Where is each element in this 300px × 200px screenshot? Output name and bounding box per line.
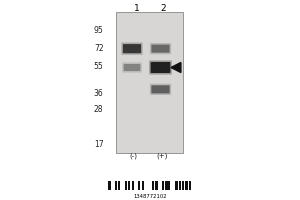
FancyBboxPatch shape — [124, 64, 140, 71]
Text: (+): (+) — [156, 153, 168, 159]
Bar — [116, 12, 183, 153]
Bar — [182, 181, 184, 190]
Bar — [189, 181, 191, 190]
FancyBboxPatch shape — [151, 62, 170, 73]
Text: 28: 28 — [94, 105, 104, 114]
FancyBboxPatch shape — [152, 45, 170, 53]
FancyBboxPatch shape — [149, 60, 172, 75]
FancyBboxPatch shape — [150, 84, 171, 95]
Bar — [175, 181, 178, 190]
Text: 72: 72 — [94, 44, 104, 53]
Text: 2: 2 — [161, 4, 166, 13]
FancyBboxPatch shape — [121, 42, 143, 55]
Text: 95: 95 — [94, 26, 103, 35]
Bar — [138, 181, 140, 190]
Text: 1348772102: 1348772102 — [133, 194, 167, 199]
Bar — [131, 181, 134, 190]
Bar — [142, 181, 144, 190]
Bar — [118, 181, 120, 190]
Bar — [178, 181, 181, 190]
Text: 17: 17 — [94, 140, 104, 149]
Bar — [128, 181, 130, 190]
Text: 55: 55 — [94, 62, 103, 71]
FancyBboxPatch shape — [122, 62, 142, 73]
Bar — [162, 181, 164, 190]
Bar — [169, 181, 170, 190]
Bar — [115, 181, 117, 190]
Bar — [185, 181, 188, 190]
Bar — [108, 181, 111, 190]
FancyBboxPatch shape — [152, 85, 170, 93]
Bar — [155, 181, 158, 190]
Text: 36: 36 — [94, 89, 103, 98]
Bar — [152, 181, 154, 190]
Text: 1: 1 — [134, 4, 140, 13]
Text: (-): (-) — [130, 153, 137, 159]
FancyBboxPatch shape — [123, 44, 141, 53]
Bar — [165, 181, 168, 190]
Polygon shape — [171, 62, 181, 73]
Bar — [125, 181, 127, 190]
FancyBboxPatch shape — [150, 43, 171, 54]
